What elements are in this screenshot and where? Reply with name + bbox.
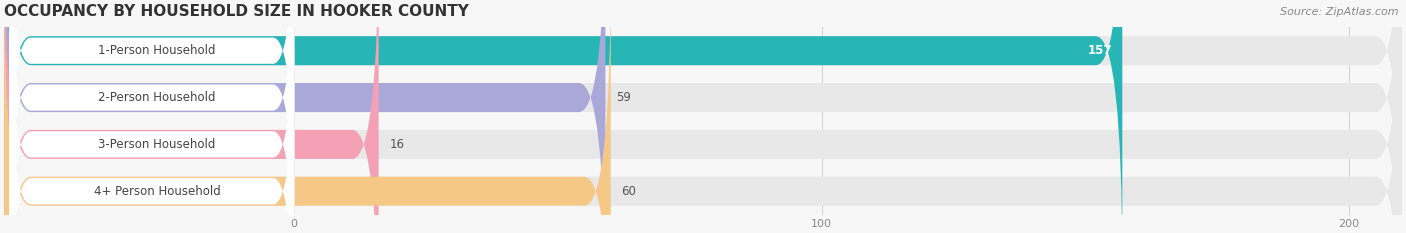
- FancyBboxPatch shape: [4, 0, 1402, 233]
- Text: 60: 60: [621, 185, 636, 198]
- Text: 59: 59: [616, 91, 631, 104]
- Text: 1-Person Household: 1-Person Household: [98, 44, 217, 57]
- FancyBboxPatch shape: [10, 0, 294, 225]
- Text: 2-Person Household: 2-Person Household: [98, 91, 217, 104]
- FancyBboxPatch shape: [4, 0, 1402, 233]
- Text: OCCUPANCY BY HOUSEHOLD SIZE IN HOOKER COUNTY: OCCUPANCY BY HOUSEHOLD SIZE IN HOOKER CO…: [4, 4, 470, 19]
- FancyBboxPatch shape: [4, 0, 378, 233]
- FancyBboxPatch shape: [4, 0, 1402, 233]
- Text: 157: 157: [1087, 44, 1112, 57]
- Text: 3-Person Household: 3-Person Household: [98, 138, 215, 151]
- FancyBboxPatch shape: [4, 0, 606, 233]
- Text: 16: 16: [389, 138, 404, 151]
- FancyBboxPatch shape: [4, 0, 610, 233]
- FancyBboxPatch shape: [4, 0, 1402, 233]
- FancyBboxPatch shape: [4, 0, 1122, 233]
- FancyBboxPatch shape: [10, 0, 294, 233]
- FancyBboxPatch shape: [10, 0, 294, 233]
- Text: Source: ZipAtlas.com: Source: ZipAtlas.com: [1281, 7, 1399, 17]
- FancyBboxPatch shape: [10, 17, 294, 233]
- Text: 4+ Person Household: 4+ Person Household: [94, 185, 221, 198]
